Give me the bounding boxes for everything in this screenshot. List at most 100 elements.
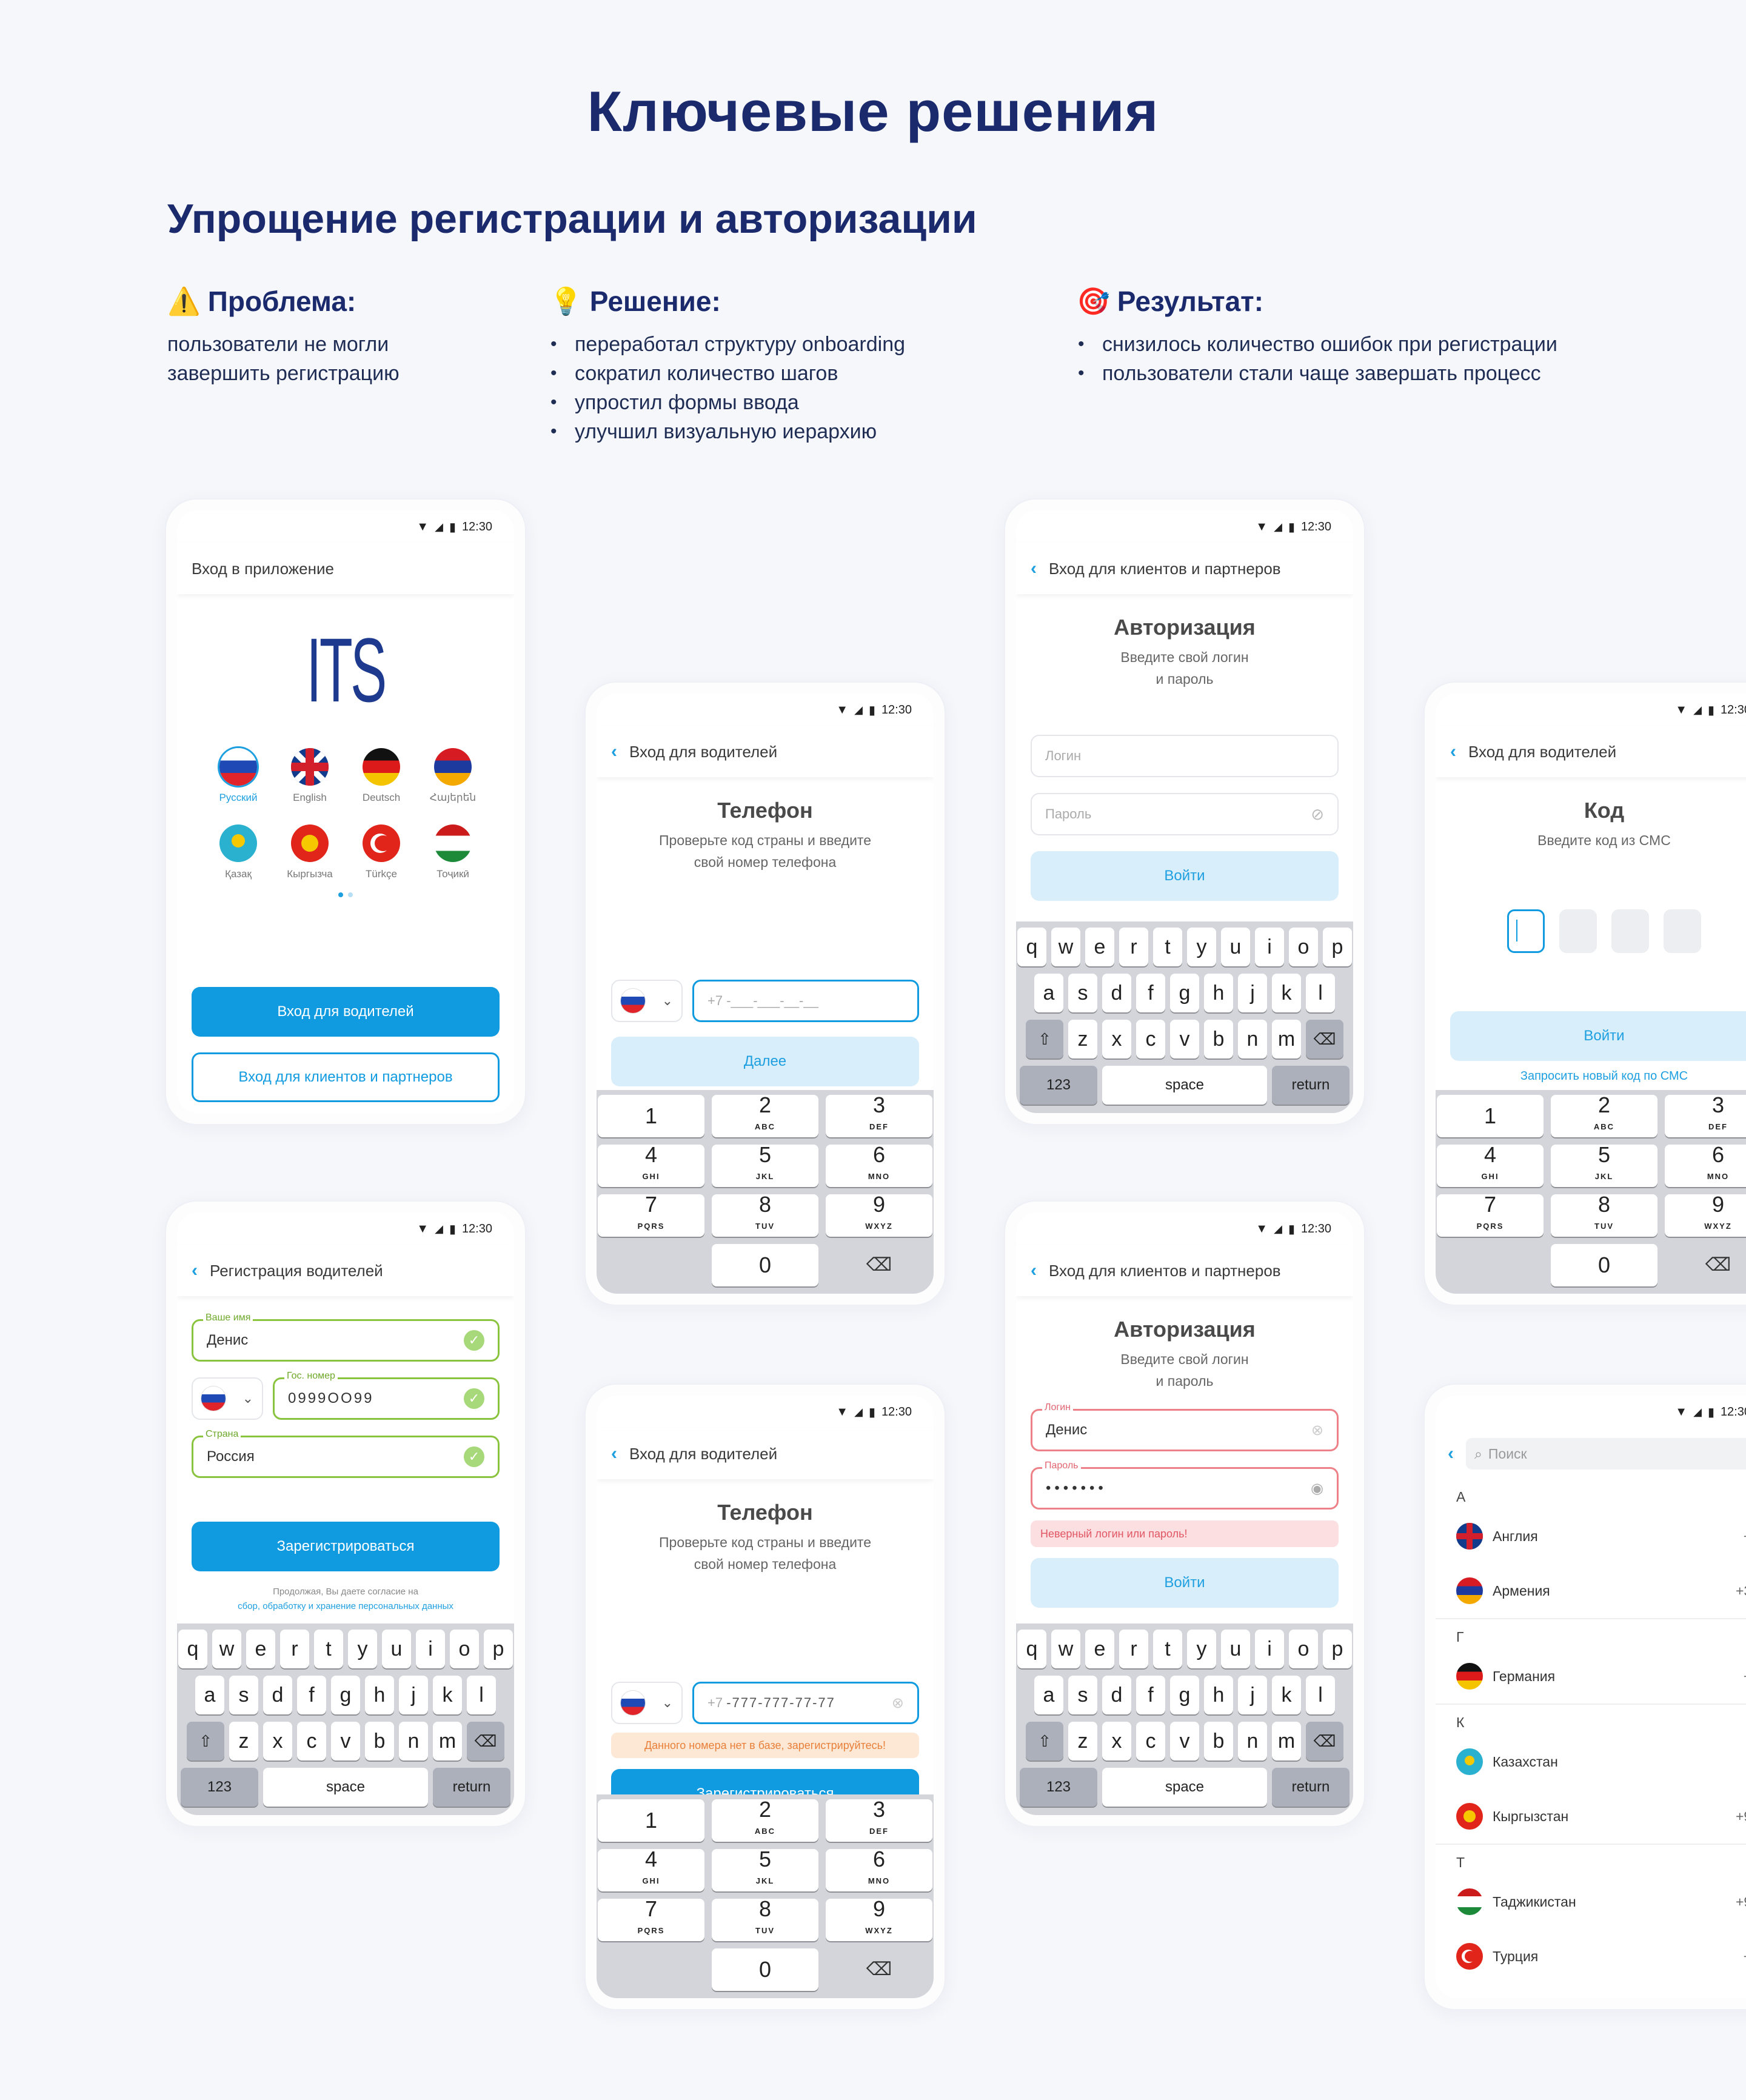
key[interactable]: x <box>263 1722 292 1761</box>
key[interactable]: m <box>433 1722 462 1761</box>
lang-german[interactable]: Deutsch <box>348 748 415 804</box>
key[interactable]: v <box>1170 1722 1199 1761</box>
return-key[interactable]: return <box>1272 1066 1350 1105</box>
shift-key-icon[interactable]: ⇧ <box>1026 1020 1063 1058</box>
backspace-key-icon[interactable]: ⌫ <box>467 1722 504 1761</box>
key[interactable]: u <box>1221 928 1250 966</box>
key[interactable]: c <box>1136 1020 1165 1058</box>
return-key[interactable]: return <box>1272 1768 1350 1807</box>
key[interactable]: j <box>1238 974 1267 1012</box>
key[interactable]: d <box>263 1676 292 1714</box>
code-digit-input[interactable] <box>1611 909 1649 953</box>
key[interactable]: e <box>1085 1630 1114 1668</box>
country-code-select[interactable]: ⌄ <box>192 1377 263 1420</box>
key[interactable]: f <box>297 1676 326 1714</box>
key[interactable]: h <box>1204 974 1233 1012</box>
key[interactable]: y <box>1187 1630 1216 1668</box>
back-arrow-icon[interactable]: ‹ <box>192 1260 198 1280</box>
key[interactable]: p <box>1323 928 1352 966</box>
client-login-button[interactable]: Вход для клиентов и партнеров <box>192 1052 500 1102</box>
numpad-key[interactable]: 4 GHI <box>598 1144 704 1187</box>
key[interactable]: i <box>1255 928 1284 966</box>
key[interactable]: h <box>365 1676 394 1714</box>
key[interactable]: a <box>1034 1676 1063 1714</box>
back-arrow-icon[interactable]: ‹ <box>1448 1443 1454 1463</box>
numbers-key[interactable]: 123 <box>1020 1768 1097 1807</box>
key[interactable]: m <box>1272 1020 1301 1058</box>
country-field[interactable]: Страна Россия ✓ <box>192 1429 500 1478</box>
driver-login-button[interactable]: Вход для водителей <box>192 987 500 1037</box>
numpad-key[interactable]: 8 TUV <box>1551 1194 1657 1237</box>
key[interactable]: w <box>1051 928 1080 966</box>
numpad-key[interactable]: 1 <box>598 1799 704 1842</box>
key[interactable]: w <box>212 1630 241 1668</box>
numpad-key[interactable]: 6 MNO <box>1665 1144 1746 1187</box>
numpad-key[interactable]: 1 <box>1437 1095 1544 1137</box>
key[interactable]: k <box>1272 974 1301 1012</box>
return-key[interactable]: return <box>433 1768 510 1807</box>
key[interactable]: u <box>382 1630 411 1668</box>
numpad-key[interactable]: 0 <box>712 1948 818 1991</box>
key[interactable]: b <box>365 1722 394 1761</box>
list-item[interactable]: Англия +4 <box>1436 1509 1746 1563</box>
backspace-key-icon[interactable]: ⌫ <box>1705 1255 1731 1275</box>
space-key[interactable]: space <box>1102 1768 1267 1807</box>
numpad-key[interactable]: 6 MNO <box>826 1144 932 1187</box>
key[interactable]: k <box>433 1676 462 1714</box>
key[interactable]: l <box>1306 974 1335 1012</box>
numpad-key[interactable]: 8 TUV <box>712 1898 818 1941</box>
key[interactable]: m <box>1272 1722 1301 1761</box>
key[interactable]: f <box>1136 974 1165 1012</box>
key[interactable]: o <box>1289 928 1318 966</box>
key[interactable]: z <box>1068 1722 1097 1761</box>
key[interactable]: g <box>1170 974 1199 1012</box>
lang-kazakh[interactable]: Қазақ <box>205 824 272 880</box>
key[interactable]: r <box>1119 1630 1148 1668</box>
key[interactable]: b <box>1204 1722 1233 1761</box>
key[interactable]: z <box>1068 1020 1097 1058</box>
lang-tajik[interactable]: Тоҷикӣ <box>420 824 486 880</box>
numpad-key[interactable]: 6 MNO <box>826 1848 932 1891</box>
key[interactable]: r <box>1119 928 1148 966</box>
password-input[interactable]: Пароль ⊘ <box>1031 793 1339 835</box>
key[interactable]: v <box>331 1722 360 1761</box>
key[interactable]: n <box>1238 1722 1267 1761</box>
shift-key-icon[interactable]: ⇧ <box>1026 1722 1063 1761</box>
key[interactable]: s <box>1068 974 1097 1012</box>
key[interactable]: t <box>314 1630 343 1668</box>
numpad-key[interactable]: 5 JKL <box>712 1144 818 1187</box>
password-field[interactable]: Пароль ••••••• ◉ <box>1031 1460 1339 1510</box>
key[interactable]: i <box>416 1630 445 1668</box>
eye-off-icon[interactable]: ⊘ <box>1311 804 1324 823</box>
key[interactable]: h <box>1204 1676 1233 1714</box>
code-digit-input[interactable] <box>1559 909 1597 953</box>
key[interactable]: a <box>195 1676 224 1714</box>
numpad-key[interactable]: 1 <box>598 1095 704 1137</box>
key[interactable]: t <box>1153 928 1182 966</box>
numpad-key[interactable]: 5 JKL <box>712 1848 818 1891</box>
login-field[interactable]: Логин Денис ⊗ <box>1031 1402 1339 1451</box>
back-arrow-icon[interactable]: ‹ <box>611 741 617 761</box>
key[interactable]: q <box>1017 928 1046 966</box>
lang-turkish[interactable]: Türkçe <box>348 824 415 880</box>
login-button[interactable]: Войти <box>1031 851 1339 901</box>
numpad-key[interactable]: 2 ABC <box>712 1799 818 1842</box>
key[interactable]: w <box>1051 1630 1080 1668</box>
login-button[interactable]: Войти <box>1031 1558 1339 1608</box>
lang-kyrgyz[interactable]: Кыргызча <box>276 824 343 880</box>
numpad-key[interactable]: 0 <box>712 1244 818 1286</box>
numpad-key[interactable]: 9 WXYZ <box>826 1194 932 1237</box>
search-input[interactable]: ⌕ Поиск <box>1466 1438 1746 1470</box>
numpad-key[interactable]: 8 TUV <box>712 1194 818 1237</box>
back-arrow-icon[interactable]: ‹ <box>1031 558 1037 578</box>
numpad-key[interactable]: 7 PQRS <box>598 1194 704 1237</box>
key[interactable]: l <box>467 1676 496 1714</box>
register-button[interactable]: Зарегистрироваться <box>192 1522 500 1571</box>
key[interactable]: e <box>1085 928 1114 966</box>
key[interactable]: z <box>229 1722 258 1761</box>
key[interactable]: a <box>1034 974 1063 1012</box>
key[interactable]: e <box>246 1630 275 1668</box>
shift-key-icon[interactable]: ⇧ <box>187 1722 224 1761</box>
key[interactable]: r <box>280 1630 309 1668</box>
consent-link[interactable]: сбор, обработку и хранение персональных … <box>238 1601 453 1611</box>
